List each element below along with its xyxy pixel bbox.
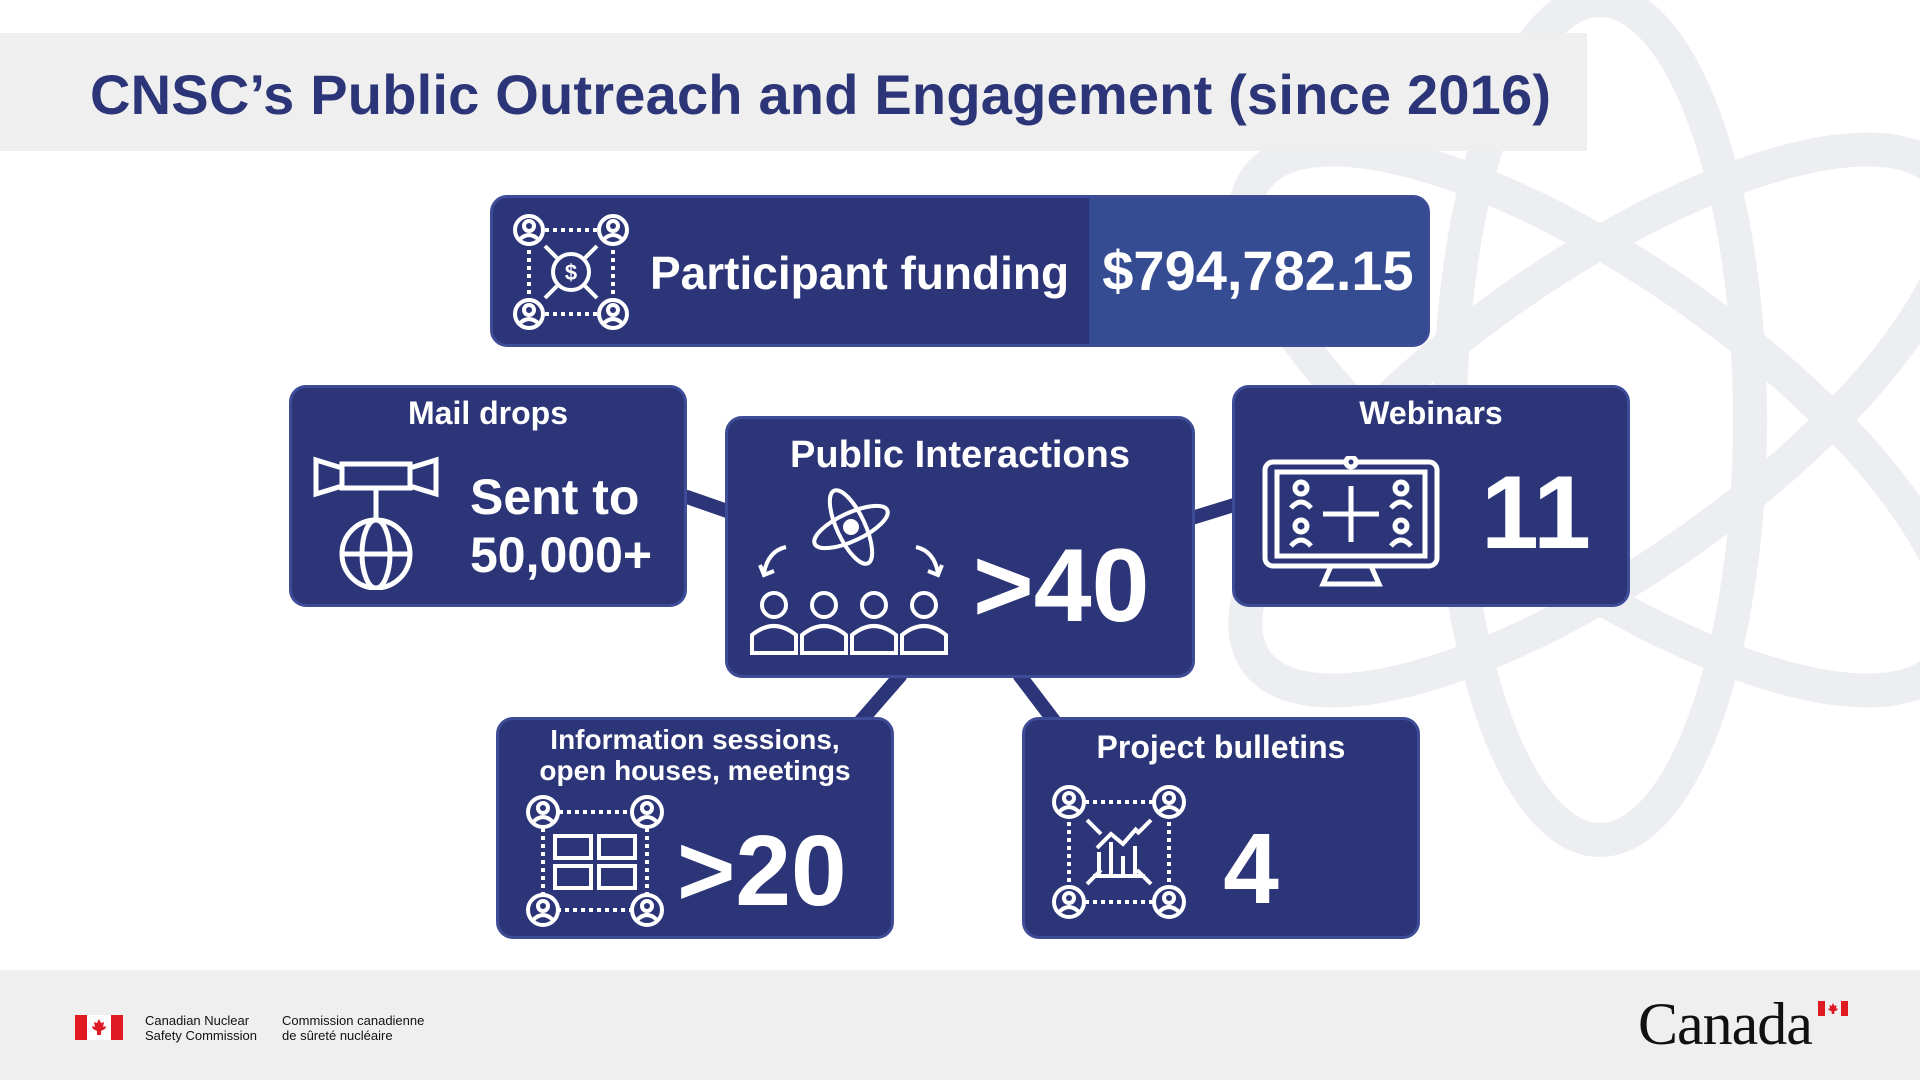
agency-name-en: Canadian Nuclear Safety Commission xyxy=(145,1013,257,1043)
mail-drops-line1: Sent to xyxy=(470,469,640,525)
funding-network-icon: $ xyxy=(513,214,629,330)
footer-band xyxy=(0,970,1920,1080)
svg-text:$: $ xyxy=(565,260,577,285)
monitor-video-call-icon xyxy=(1262,456,1440,587)
webinars-card: Webinars 11 xyxy=(1232,385,1630,607)
project-bulletins-value: 4 xyxy=(1223,813,1279,925)
funding-value-panel: $794,782.15 xyxy=(1089,198,1427,344)
megaphone-globe-icon xyxy=(313,456,439,590)
webinars-title: Webinars xyxy=(1359,395,1503,431)
participant-funding-card: $ Participant funding $794,782.15 xyxy=(490,195,1430,347)
mail-drops-value: Sent to 50,000+ xyxy=(470,468,652,584)
mail-drops-card: Mail drops Sent to 50,000+ xyxy=(289,385,687,607)
mail-drops-title: Mail drops xyxy=(407,395,568,431)
funding-label: Participant funding xyxy=(650,247,1070,299)
mail-drops-line2: 50,000+ xyxy=(470,527,653,583)
info-sessions-title: Information sessions, open houses, meeti… xyxy=(499,724,891,786)
agency-name-fr: Commission canadienne de sûreté nucléair… xyxy=(282,1013,425,1043)
info-sessions-title-line2: open houses, meetings xyxy=(539,755,851,786)
project-bulletins-title: Project bulletins xyxy=(1096,729,1346,765)
funding-value: $794,782.15 xyxy=(1102,239,1414,302)
people-chat-icon xyxy=(526,795,664,927)
canada-flag-icon xyxy=(75,1015,123,1040)
public-interactions-value: >40 xyxy=(973,528,1150,644)
public-interactions-title: Public Interactions xyxy=(790,434,1130,476)
people-chart-icon xyxy=(1052,785,1186,919)
canada-wordmark: Canada xyxy=(1638,991,1813,1057)
project-bulletins-card: Project bulletins 4 xyxy=(1022,717,1420,939)
info-sessions-title-line1: Information sessions, xyxy=(550,724,840,755)
page-title: CNSC’s Public Outreach and Engagement (s… xyxy=(90,63,1552,126)
atom-people-icon xyxy=(750,488,948,655)
wordmark-flag-icon xyxy=(1818,1001,1848,1016)
title-band xyxy=(0,33,1587,151)
public-interactions-card: Public Interactions >40 xyxy=(725,416,1195,678)
webinars-value: 11 xyxy=(1481,455,1591,571)
info-sessions-card: Information sessions, open houses, meeti… xyxy=(496,717,894,939)
info-sessions-value: >20 xyxy=(677,815,847,927)
